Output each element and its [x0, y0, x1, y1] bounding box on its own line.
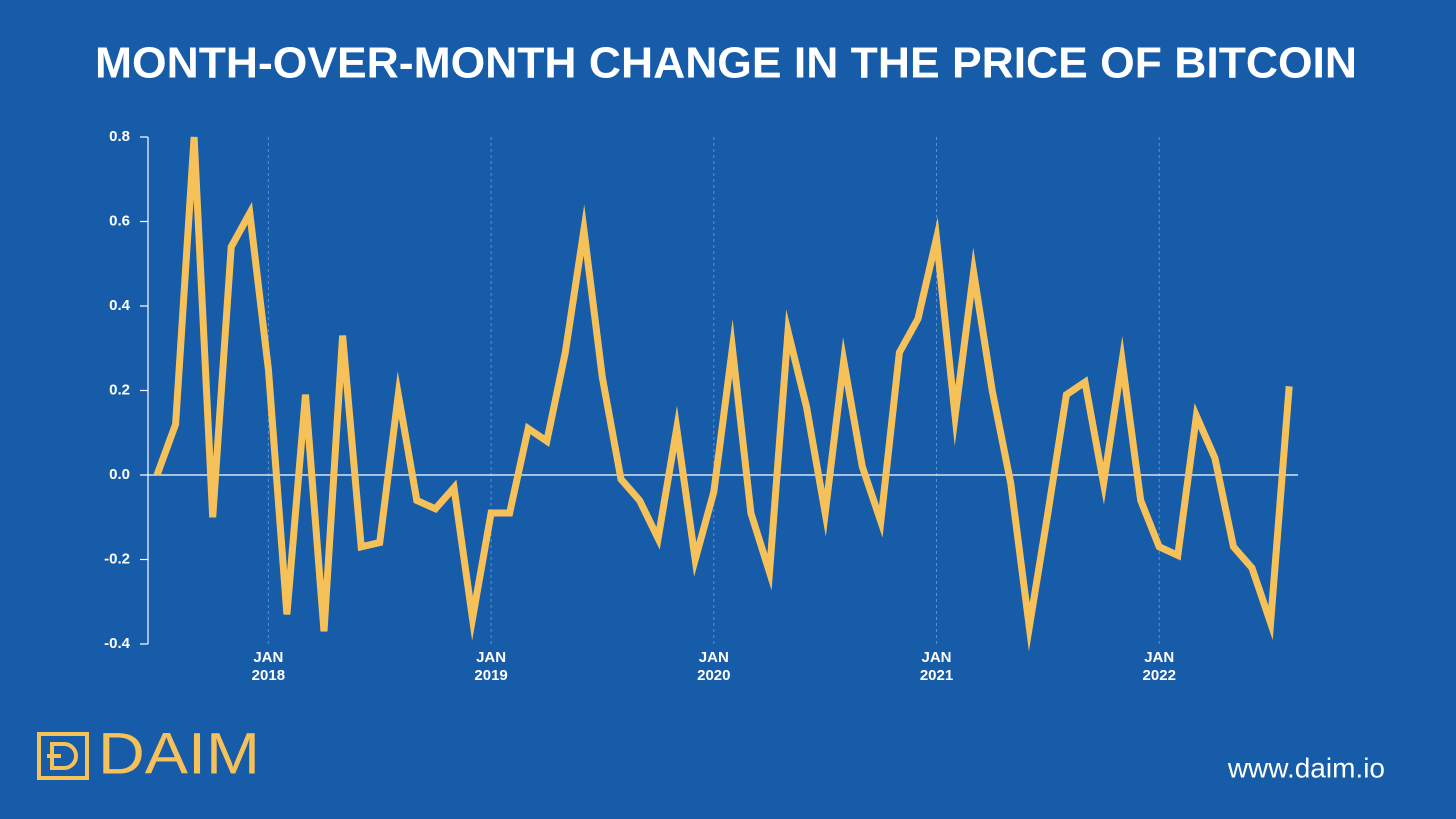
x-tick-label-line: 2022: [1143, 667, 1176, 684]
y-tick-label: 0.2: [109, 381, 130, 398]
logo-icon: [37, 732, 89, 780]
y-tick-label: -0.4: [104, 635, 131, 652]
website: www.daim.io: [1227, 752, 1385, 783]
logo-text: DAIM: [98, 721, 260, 786]
y-tick-label: 0.4: [109, 297, 131, 314]
x-tick-label: JAN 2020: [697, 649, 730, 684]
x-tick-label-line: 2019: [474, 667, 507, 684]
y-tick-label: 0.0: [109, 466, 130, 483]
chart-title: MONTH-OVER-MONTH CHANGE IN THE PRICE OF …: [95, 39, 1357, 88]
x-tick-label-line: JAN: [476, 649, 506, 666]
y-tick-label: 0.8: [109, 128, 130, 145]
data-line: [153, 136, 1293, 652]
x-tick-label-line: JAN: [1144, 649, 1174, 666]
x-tick-label: JAN 2019: [474, 649, 507, 684]
x-tick-label: JAN 2021: [920, 649, 953, 684]
x-tick-label-line: 2021: [920, 667, 953, 684]
x-tick-label: JAN 2022: [1143, 649, 1176, 684]
x-tick-label-line: JAN: [699, 649, 729, 666]
x-tick-label-line: JAN: [253, 649, 283, 666]
y-tick-label: 0.6: [109, 212, 130, 229]
x-tick-label-line: 2020: [697, 667, 730, 684]
x-tick-label-line: JAN: [922, 649, 952, 666]
x-tick-label: JAN 2018: [252, 649, 285, 684]
x-tick-label-line: 2018: [252, 667, 285, 684]
y-tick-label: -0.2: [104, 550, 130, 567]
